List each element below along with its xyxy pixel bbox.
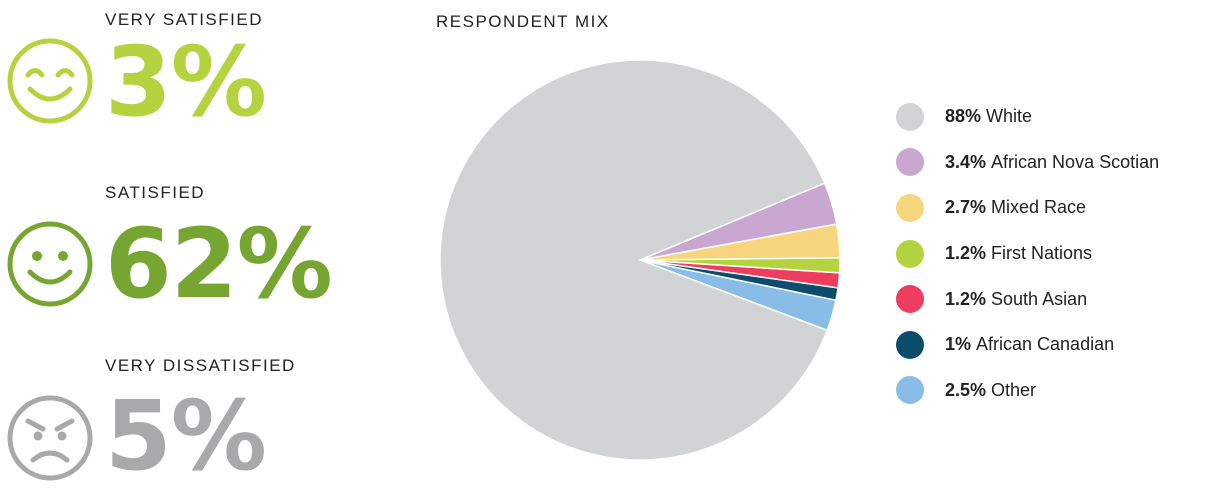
legend-label: African Canadian bbox=[976, 334, 1115, 355]
legend-label: First Nations bbox=[991, 243, 1093, 264]
legend-label: Mixed Race bbox=[991, 197, 1087, 218]
grinning-face-icon bbox=[7, 38, 93, 124]
legend-label: South Asian bbox=[991, 288, 1088, 309]
legend-swatch bbox=[896, 239, 924, 268]
legend-swatch bbox=[896, 330, 924, 359]
legend-label: Other bbox=[991, 379, 1037, 400]
stat-value: 5% bbox=[105, 380, 267, 492]
legend-item: 1% African Canadian bbox=[896, 322, 1159, 368]
stat-label: VERY DISSATISFIED bbox=[105, 356, 296, 375]
stat-label: SATISFIED bbox=[105, 183, 206, 202]
legend-item: 2.7% Mixed Race bbox=[896, 185, 1159, 231]
legend-percent: 1.2% bbox=[945, 288, 987, 309]
smiling-face-icon bbox=[7, 221, 93, 307]
pie-slice-white bbox=[439, 59, 829, 461]
legend-item: 2.5% Other bbox=[896, 368, 1159, 414]
stat-label: VERY SATISFIED bbox=[105, 10, 263, 29]
legend-label: White bbox=[986, 106, 1033, 127]
legend-percent: 2.7% bbox=[945, 197, 987, 218]
legend-swatch bbox=[896, 102, 924, 131]
pie-chart bbox=[439, 59, 841, 461]
legend-item: 1.2% First Nations bbox=[896, 231, 1159, 277]
legend-percent: 2.5% bbox=[945, 379, 987, 400]
legend-label: African Nova Scotian bbox=[991, 151, 1160, 172]
legend-percent: 88% bbox=[945, 106, 982, 127]
angry-face-icon bbox=[7, 395, 93, 481]
legend-swatch bbox=[896, 193, 924, 222]
legend-swatch bbox=[896, 285, 924, 314]
legend-item: 1.2% South Asian bbox=[896, 276, 1159, 322]
legend-item: 3.4% African Nova Scotian bbox=[896, 140, 1159, 186]
chart-legend: 88% White 3.4% African Nova Scotian 2.7% Mixe… bbox=[896, 94, 1159, 413]
legend-percent: 1.2% bbox=[945, 243, 987, 264]
legend-item: 88% White bbox=[896, 94, 1159, 140]
stat-value: 3% bbox=[105, 26, 267, 138]
legend-percent: 1% bbox=[945, 334, 972, 355]
legend-percent: 3.4% bbox=[945, 151, 987, 172]
legend-swatch bbox=[896, 376, 924, 405]
stat-value: 62% bbox=[105, 208, 333, 320]
legend-swatch bbox=[896, 148, 924, 177]
chart-title: RESPONDENT MIX bbox=[436, 12, 610, 31]
